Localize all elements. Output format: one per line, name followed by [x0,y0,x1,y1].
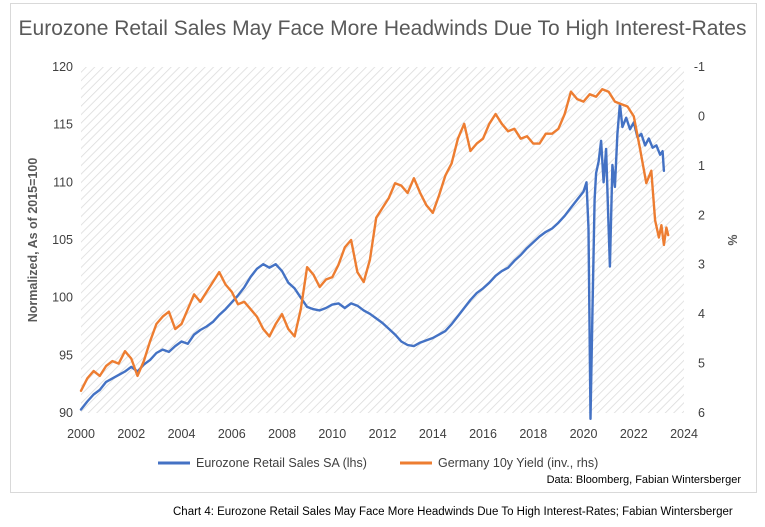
axis-ticks: 2000 2002 2004 2006 2008 2010 2012 2014 2016 2018… [52,60,705,441]
y-tick-label: 100 [52,291,73,305]
series-line-germany-yield [79,87,670,392]
legend-label-retail-sales: Eurozone Retail Sales SA (lhs) [196,456,367,470]
x-tick-label: 2024 [670,427,698,441]
y2-tick-label: 4 [698,307,705,321]
chart-title: Eurozone Retail Sales May Face More Head… [18,17,747,40]
x-tick-label: 2020 [570,427,598,441]
x-tick-label: 2014 [419,427,447,441]
y-axis-title: Normalized, As of 2015=100 [26,158,40,323]
y2-tick-label: 1 [698,159,705,173]
y-tick-label: 120 [52,60,73,74]
x-tick-label: 2010 [318,427,346,441]
x-tick-label: 2000 [67,427,95,441]
y-tick-label: 95 [59,348,73,362]
series-lines [79,87,670,420]
x-tick-label: 2002 [117,427,145,441]
y2-tick-label: 5 [698,357,705,371]
y2-tick-label: 6 [698,406,705,420]
series-line-retail-sales [79,102,666,420]
source-note: Data: Bloomberg, Fabian Wintersberger [546,474,741,486]
x-tick-label: 2012 [369,427,397,441]
x-tick-label: 2022 [620,427,648,441]
x-tick-label: 2006 [218,427,246,441]
x-tick-label: 2016 [469,427,497,441]
y-tick-label: 90 [59,406,73,420]
y-tick-label: 105 [52,233,73,247]
y2-axis-title: % [725,234,739,245]
x-tick-label: 2018 [519,427,547,441]
legend-label-germany-yield: Germany 10y Yield (inv., rhs) [438,456,598,470]
y-tick-label: 115 [53,118,73,132]
x-tick-label: 2008 [268,427,296,441]
plot-area [81,67,684,413]
y2-tick-label: 0 [698,109,705,123]
y2-tick-label: -1 [694,60,705,74]
y2-tick-label: 2 [698,208,705,222]
x-tick-label: 2004 [168,427,196,441]
y-tick-label: 110 [53,175,73,189]
y2-tick-label: 3 [698,258,705,272]
figure-caption: Chart 4: Eurozone Retail Sales May Face … [173,506,733,518]
legend: Eurozone Retail Sales SA (lhs) Germany 1… [158,456,598,470]
